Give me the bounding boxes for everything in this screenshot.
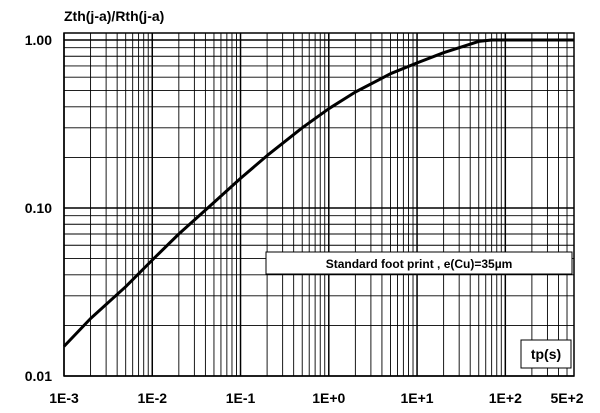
y-tick-label: 1.00 [25, 32, 52, 48]
y-tick-label: 0.01 [25, 368, 52, 384]
y-tick-label: 0.10 [25, 200, 52, 216]
annotation-box [265, 251, 573, 275]
minor-gridlines [64, 33, 575, 376]
x-axis-title: tp(s) [531, 346, 561, 362]
x-tick-label: 1E-3 [49, 390, 79, 406]
x-tick-label: 5E+2 [550, 390, 583, 406]
major-gridlines [63, 33, 574, 377]
x-tick-labels: 1E-3 1E-2 1E-1 1E+0 1E+1 1E+2 5E+2 [49, 390, 584, 406]
x-tick-label: 1E-1 [226, 390, 256, 406]
x-tick-label: 1E-2 [137, 390, 167, 406]
annotation-label: Standard foot print , e(Cu)=35µm [326, 257, 513, 271]
x-axis-title-box [520, 339, 572, 369]
series-line [62, 38, 574, 348]
plot-frame [63, 32, 575, 377]
y-tick-labels: 0.01 0.10 1.00 [25, 32, 52, 384]
x-tick-label: 1E+2 [489, 390, 522, 406]
x-tick-label: 1E+0 [312, 390, 345, 406]
y-axis-title: Zth(j-a)/Rth(j-a) [64, 8, 164, 24]
x-tick-label: 1E+1 [401, 390, 434, 406]
